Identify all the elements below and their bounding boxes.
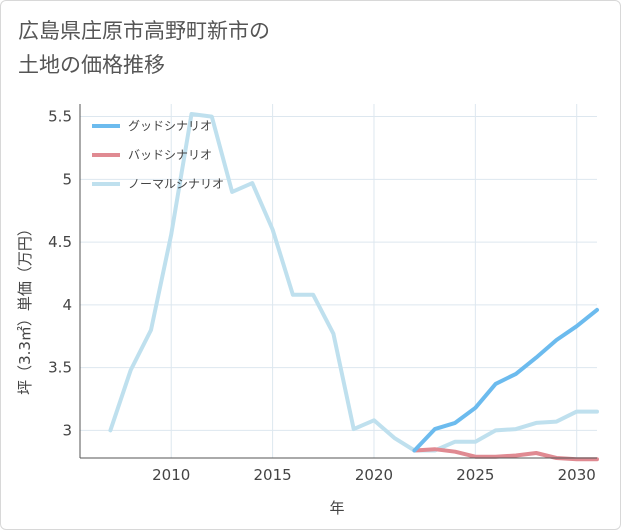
legend-label: バッドシナリオ	[128, 148, 212, 162]
legend-label: ノーマルシナリオ	[128, 177, 224, 191]
series-line-0	[412, 307, 599, 453]
axes	[79, 104, 597, 459]
tick-labels: 2010 2015 2020 2025 2030 3 3.5 4 4.5 5 5.5	[48, 108, 596, 484]
chart-title: 広島県庄原市高野町新市の 土地の価格推移	[18, 19, 270, 77]
y-tick-label: 4	[62, 296, 72, 314]
x-tick-label: 2020	[355, 466, 393, 484]
y-tick-label: 5.5	[48, 108, 72, 126]
y-tick-label: 3.5	[48, 359, 72, 377]
y-tick-label: 3	[62, 421, 72, 439]
x-tick-label: 2010	[152, 466, 190, 484]
series-lines	[108, 112, 599, 462]
x-tick-label: 2015	[254, 466, 292, 484]
grid-lines	[80, 104, 597, 458]
series-line-2	[108, 112, 599, 453]
x-tick-label: 2030	[558, 466, 596, 484]
legend-label: グッドシナリオ	[128, 119, 212, 133]
y-axis-label: 坪（3.3㎡）単価（万円）	[16, 221, 34, 395]
series-line-1	[412, 447, 599, 462]
x-axis-label: 年	[329, 499, 344, 517]
y-tick-label: 5	[62, 170, 72, 188]
y-tick-label: 4.5	[48, 233, 72, 251]
x-tick-label: 2025	[456, 466, 494, 484]
